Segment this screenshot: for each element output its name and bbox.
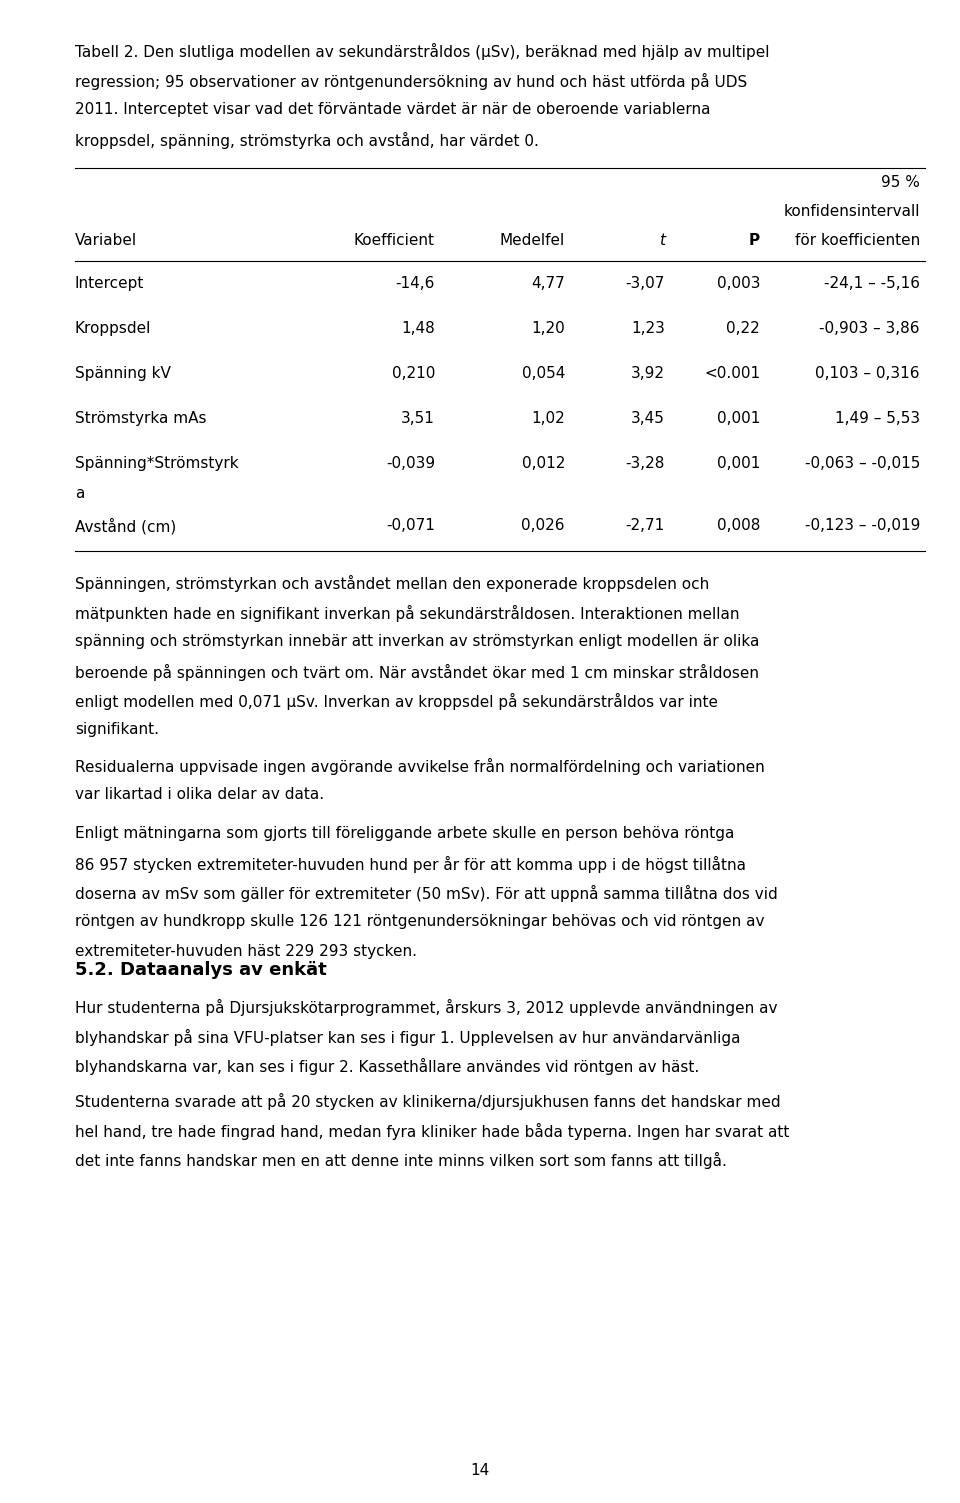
Text: signifikant.: signifikant. — [75, 723, 159, 738]
Text: det inte fanns handskar men en att denne inte minns vilken sort som fanns att ti: det inte fanns handskar men en att denne… — [75, 1151, 727, 1169]
Text: 95 %: 95 % — [881, 174, 920, 189]
Text: 0,210: 0,210 — [392, 367, 435, 380]
Text: 0,012: 0,012 — [521, 455, 565, 470]
Text: -3,28: -3,28 — [626, 455, 665, 470]
Text: blyhandskarna var, kan ses i figur 2. Kassethållare användes vid röntgen av häst: blyhandskarna var, kan ses i figur 2. Ka… — [75, 1058, 699, 1075]
Text: 0,054: 0,054 — [521, 367, 565, 380]
Text: 5.2. Dataanalys av enkät: 5.2. Dataanalys av enkät — [75, 960, 326, 978]
Text: röntgen av hundkropp skulle 126 121 röntgenundersökningar behövas och vid röntge: röntgen av hundkropp skulle 126 121 rönt… — [75, 914, 764, 929]
Text: spänning och strömstyrkan innebär att inverkan av strömstyrkan enligt modellen ä: spänning och strömstyrkan innebär att in… — [75, 634, 759, 649]
Text: 3,51: 3,51 — [401, 410, 435, 425]
Text: P: P — [749, 233, 760, 248]
Text: Spänning*Strömstyrk: Spänning*Strömstyrk — [75, 455, 239, 470]
Text: Tabell 2. Den slutliga modellen av sekundärstråldos (μSv), beräknad med hjälp av: Tabell 2. Den slutliga modellen av sekun… — [75, 44, 770, 60]
Text: 1,49 – 5,53: 1,49 – 5,53 — [835, 410, 920, 425]
Text: för koefficienten: för koefficienten — [795, 233, 920, 248]
Text: Hur studenterna på Djursjukskötarprogrammet, årskurs 3, 2012 upplevde användning: Hur studenterna på Djursjukskötarprogram… — [75, 999, 778, 1016]
Text: Avstånd (cm): Avstånd (cm) — [75, 519, 177, 535]
Text: Koefficient: Koefficient — [354, 233, 435, 248]
Text: -2,71: -2,71 — [626, 519, 665, 534]
Text: blyhandskar på sina VFU-platser kan ses i figur 1. Upplevelsen av hur användarvä: blyhandskar på sina VFU-platser kan ses … — [75, 1028, 740, 1046]
Text: 1,02: 1,02 — [531, 410, 565, 425]
Text: Variabel: Variabel — [75, 233, 137, 248]
Text: a: a — [75, 485, 84, 500]
Text: 4,77: 4,77 — [531, 277, 565, 292]
Text: -0,071: -0,071 — [386, 519, 435, 534]
Text: 1,48: 1,48 — [401, 322, 435, 337]
Text: 1,23: 1,23 — [631, 322, 665, 337]
Text: 14: 14 — [470, 1462, 490, 1477]
Text: <0.001: <0.001 — [704, 367, 760, 380]
Text: Spänning kV: Spänning kV — [75, 367, 171, 380]
Text: extremiteter-huvuden häst 229 293 stycken.: extremiteter-huvuden häst 229 293 stycke… — [75, 944, 417, 959]
Text: doserna av mSv som gäller för extremiteter (50 mSv). För att uppnå samma tillåtn: doserna av mSv som gäller för extremitet… — [75, 885, 778, 902]
Text: kroppsdel, spänning, strömstyrka och avstånd, har värdet 0.: kroppsdel, spänning, strömstyrka och avs… — [75, 131, 539, 149]
Text: -24,1 – -5,16: -24,1 – -5,16 — [824, 277, 920, 292]
Text: regression; 95 observationer av röntgenundersökning av hund och häst utförda på : regression; 95 observationer av röntgenu… — [75, 72, 747, 90]
Text: -0,123 – -0,019: -0,123 – -0,019 — [804, 519, 920, 534]
Text: 86 957 stycken extremiteter-huvuden hund per år för att komma upp i de högst til: 86 957 stycken extremiteter-huvuden hund… — [75, 855, 746, 873]
Text: 3,92: 3,92 — [631, 367, 665, 380]
Text: Residualerna uppvisade ingen avgörande avvikelse från normalfördelning och varia: Residualerna uppvisade ingen avgörande a… — [75, 758, 765, 776]
Text: 0,103 – 0,316: 0,103 – 0,316 — [815, 367, 920, 380]
Text: Medelfel: Medelfel — [500, 233, 565, 248]
Text: -0,039: -0,039 — [386, 455, 435, 470]
Text: 1,20: 1,20 — [531, 322, 565, 337]
Text: enligt modellen med 0,071 μSv. Inverkan av kroppsdel på sekundärstråldos var int: enligt modellen med 0,071 μSv. Inverkan … — [75, 693, 718, 709]
Text: Spänningen, strömstyrkan och avståndet mellan den exponerade kroppsdelen och: Spänningen, strömstyrkan och avståndet m… — [75, 576, 709, 592]
Text: mätpunkten hade en signifikant inverkan på sekundärstråldosen. Interaktionen mel: mätpunkten hade en signifikant inverkan … — [75, 604, 739, 622]
Text: 0,22: 0,22 — [727, 322, 760, 337]
Text: Studenterna svarade att på 20 stycken av klinikerna/djursjukhusen fanns det hand: Studenterna svarade att på 20 stycken av… — [75, 1093, 780, 1111]
Text: t: t — [659, 233, 665, 248]
Text: Kroppsdel: Kroppsdel — [75, 322, 152, 337]
Text: hel hand, tre hade fingrad hand, medan fyra kliniker hade båda typerna. Ingen ha: hel hand, tre hade fingrad hand, medan f… — [75, 1123, 789, 1139]
Text: Strömstyrka mAs: Strömstyrka mAs — [75, 410, 206, 425]
Text: -3,07: -3,07 — [626, 277, 665, 292]
Text: 3,45: 3,45 — [631, 410, 665, 425]
Text: 2011. Interceptet visar vad det förväntade värdet är när de oberoende variablern: 2011. Interceptet visar vad det förvänta… — [75, 102, 710, 117]
Text: Enligt mätningarna som gjorts till föreliggande arbete skulle en person behöva r: Enligt mätningarna som gjorts till förel… — [75, 827, 734, 842]
Text: 0,001: 0,001 — [716, 455, 760, 470]
Text: 0,003: 0,003 — [716, 277, 760, 292]
Text: 0,008: 0,008 — [716, 519, 760, 534]
Text: 0,001: 0,001 — [716, 410, 760, 425]
Text: -0,063 – -0,015: -0,063 – -0,015 — [804, 455, 920, 470]
Text: -0,903 – 3,86: -0,903 – 3,86 — [820, 322, 920, 337]
Text: 0,026: 0,026 — [521, 519, 565, 534]
Text: var likartad i olika delar av data.: var likartad i olika delar av data. — [75, 788, 324, 803]
Text: beroende på spänningen och tvärt om. När avståndet ökar med 1 cm minskar stråldo: beroende på spänningen och tvärt om. När… — [75, 663, 759, 681]
Text: -14,6: -14,6 — [396, 277, 435, 292]
Text: konfidensintervall: konfidensintervall — [783, 204, 920, 219]
Text: Intercept: Intercept — [75, 277, 144, 292]
